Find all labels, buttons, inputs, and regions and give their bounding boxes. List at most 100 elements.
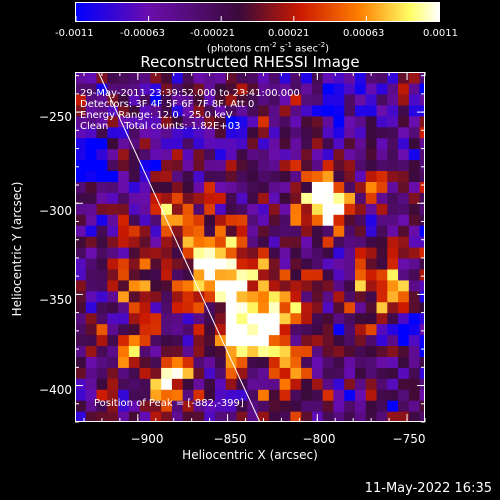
annotation-energy-range: Energy Range: 12.0 - 25.0 keV [80, 110, 233, 121]
heatmap-cell [85, 137, 98, 150]
heatmap-cell [398, 268, 410, 281]
heatmap-cell [182, 214, 195, 226]
heatmap-cell [85, 104, 98, 117]
heatmap-cell [236, 214, 248, 226]
heatmap-cell [419, 126, 425, 139]
heatmap-cell [118, 367, 130, 379]
heatmap-cell [225, 203, 238, 215]
x-axis-label: Heliocentric X (arcsec) [182, 448, 318, 462]
heatmap-cell [268, 72, 281, 84]
heatmap-cell [171, 225, 184, 237]
heatmap-cell [279, 268, 291, 281]
heatmap-cell [225, 170, 238, 182]
heatmap-cell [301, 225, 313, 237]
heatmap-cell [333, 268, 345, 281]
heatmap-cell [322, 378, 335, 390]
heatmap-cell [408, 82, 421, 95]
heatmap-cell [311, 345, 324, 357]
heatmap-cell [419, 312, 425, 325]
heatmap-cell [311, 268, 324, 281]
heatmap-cell [387, 170, 399, 182]
heatmap-cell [333, 312, 345, 325]
heatmap-cell [355, 279, 367, 292]
heatmap-cell [139, 323, 151, 336]
heatmap-cell [398, 279, 410, 292]
axis-ticks [75, 72, 426, 423]
heatmap-cell [365, 181, 378, 193]
heatmap-cell [268, 192, 281, 204]
heatmap-cell [398, 72, 410, 84]
heatmap-cell [193, 148, 205, 161]
heatmap-cell [193, 279, 205, 292]
heatmap-cell [236, 159, 248, 172]
heatmap-cell [376, 290, 388, 303]
heatmap-cell [182, 367, 195, 379]
heatmap-cell [258, 301, 270, 314]
heatmap-cell [408, 203, 421, 215]
heatmap-cell [85, 400, 98, 412]
heatmap-cell [258, 126, 270, 139]
heatmap-cell [333, 137, 345, 150]
heatmap-cell [301, 312, 313, 325]
heatmap-cell [204, 389, 216, 401]
heatmap-cell [322, 170, 335, 182]
heatmap-cell [139, 225, 151, 237]
heatmap-cell [301, 72, 313, 84]
heatmap-cell [408, 378, 421, 390]
heatmap-cell [387, 225, 399, 237]
heatmap-cell [355, 367, 367, 379]
heatmap-cell [204, 323, 216, 336]
heatmap-cell [236, 356, 248, 368]
heatmap-cell [171, 82, 184, 95]
heatmap-cell [408, 268, 421, 281]
heatmap-cell [290, 126, 302, 139]
heatmap-cell [290, 367, 302, 379]
heatmap-cell [301, 192, 313, 204]
heatmap-cell [128, 181, 141, 193]
heatmap-cell [139, 93, 151, 106]
heatmap-cell [419, 356, 425, 368]
heatmap-cell [301, 323, 313, 336]
heatmap-cell [193, 247, 205, 259]
heatmap-cell [408, 312, 421, 325]
heatmap-cell [268, 257, 281, 270]
heatmap-cell [75, 378, 87, 390]
heatmap-cell [279, 400, 291, 412]
heatmap-cell [247, 323, 259, 336]
heatmap-cell [258, 192, 270, 204]
colorbar-tick-label: -0.00021 [190, 28, 235, 39]
heatmap-cell [247, 356, 259, 368]
heatmap-cell [398, 170, 410, 182]
heatmap-cell [247, 378, 259, 390]
heatmap-cell [365, 389, 378, 401]
heatmap-cell [96, 192, 108, 204]
heatmap-cell [387, 367, 399, 379]
heatmap-cell [107, 203, 119, 215]
heatmap-cell [258, 214, 270, 226]
heatmap-cell [150, 323, 162, 336]
heatmap-cell [311, 82, 324, 95]
heatmap-cell [258, 279, 270, 292]
heatmap-cell [355, 257, 367, 270]
heatmap-cell [408, 247, 421, 259]
heatmap-cell [376, 356, 388, 368]
heatmap-cell [225, 290, 238, 303]
heatmap-cell [365, 104, 378, 117]
heatmap-cell [408, 93, 421, 106]
heatmap-cell [225, 268, 238, 281]
heatmap-cell [387, 236, 399, 248]
heatmap-cell [279, 170, 291, 182]
heatmap-cell [387, 268, 399, 281]
heatmap-cell [96, 290, 108, 303]
heatmap-cell [204, 225, 216, 237]
heatmap-cell [301, 356, 313, 368]
heatmap-cell [301, 170, 313, 182]
heatmap-cell [204, 236, 216, 248]
heatmap-cell [215, 159, 227, 172]
heatmap-cell [171, 93, 184, 106]
heatmap-cell [215, 279, 227, 292]
heatmap-cell [247, 181, 259, 193]
heatmap-cell [150, 170, 162, 182]
heatmap-cell [150, 367, 162, 379]
heatmap-cell [215, 411, 227, 422]
